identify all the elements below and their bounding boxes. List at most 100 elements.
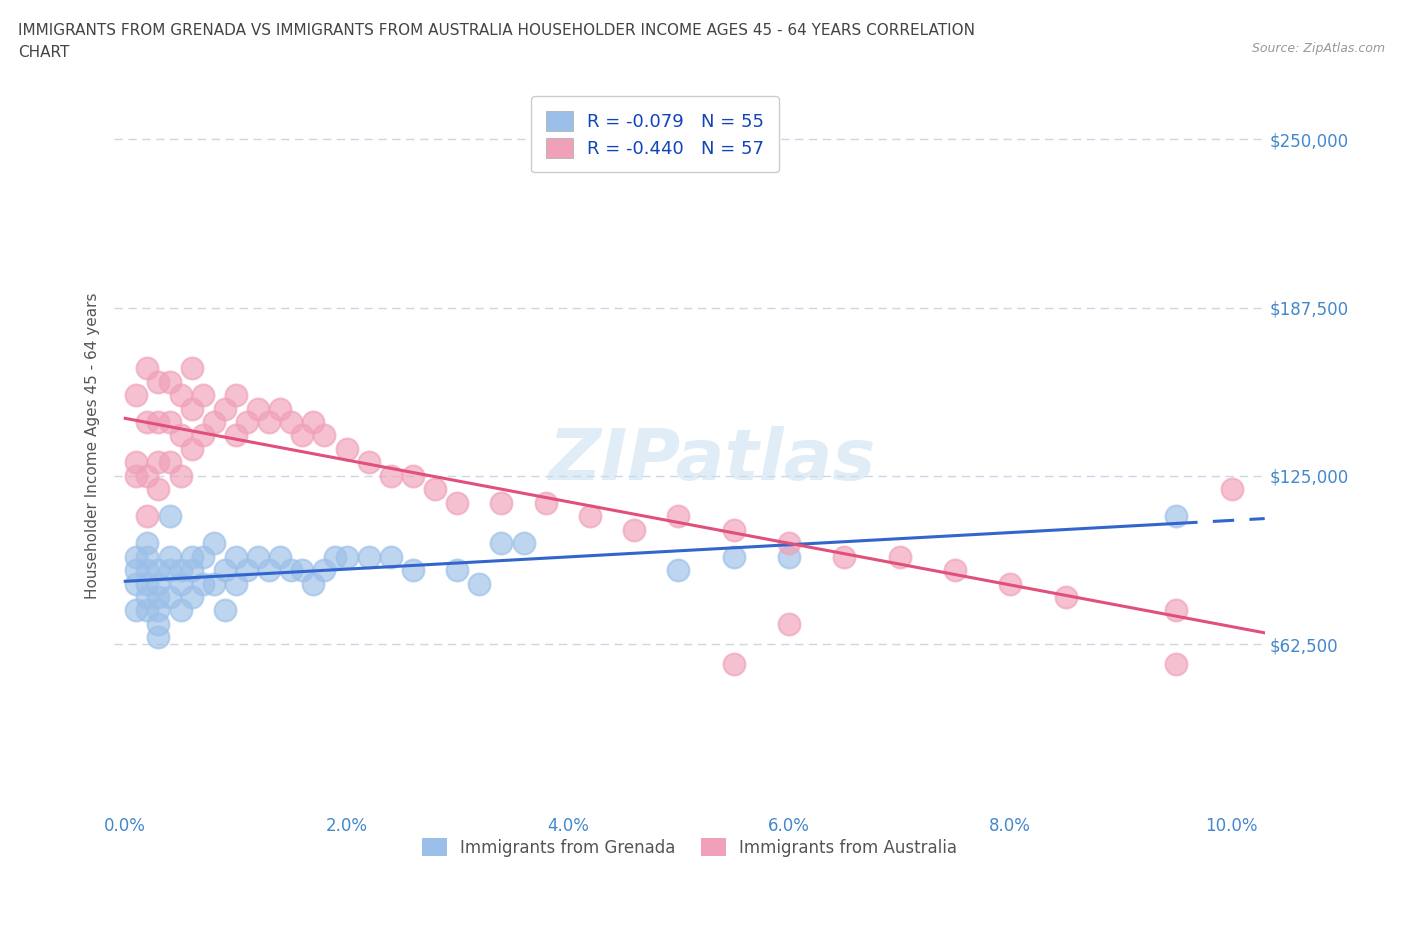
Point [778,550,800,565]
Point [148,576,170,591]
Point [169,469,191,484]
Point [214,603,236,618]
Point [423,482,446,497]
Point [180,401,202,416]
Point [291,563,314,578]
Point [236,415,259,430]
Point [136,469,159,484]
Point [148,617,170,631]
Point [169,603,191,618]
Point [148,415,170,430]
Point [269,401,291,416]
Point [180,361,202,376]
Point [136,415,159,430]
Point [1000,576,1022,591]
Point [125,563,148,578]
Point [314,563,336,578]
Point [125,455,148,470]
Point [136,509,159,524]
Y-axis label: Householder Income Ages 45 - 64 years: Householder Income Ages 45 - 64 years [86,293,100,600]
Point [136,361,159,376]
Point [136,576,159,591]
Point [666,563,689,578]
Point [125,469,148,484]
Point [202,536,225,551]
Point [169,563,191,578]
Point [257,563,280,578]
Point [136,603,159,618]
Point [834,550,856,565]
Point [125,550,148,565]
Point [335,550,357,565]
Point [257,415,280,430]
Point [191,428,214,443]
Point [136,550,159,565]
Point [236,563,259,578]
Point [302,576,325,591]
Point [579,509,602,524]
Point [159,415,181,430]
Point [159,563,181,578]
Text: IMMIGRANTS FROM GRENADA VS IMMIGRANTS FROM AUSTRALIA HOUSEHOLDER INCOME AGES 45 : IMMIGRANTS FROM GRENADA VS IMMIGRANTS FR… [18,23,976,38]
Point [723,550,745,565]
Point [191,550,214,565]
Point [225,550,247,565]
Point [314,428,336,443]
Point [159,374,181,389]
Point [325,550,347,565]
Point [357,550,380,565]
Point [666,509,689,524]
Point [623,523,645,538]
Point [269,550,291,565]
Point [148,455,170,470]
Point [402,563,425,578]
Point [247,550,270,565]
Point [159,455,181,470]
Point [402,469,425,484]
Point [202,415,225,430]
Point [214,401,236,416]
Point [512,536,534,551]
Point [180,442,202,457]
Point [1166,603,1188,618]
Point [380,469,402,484]
Point [148,603,170,618]
Point [180,550,202,565]
Point [446,563,468,578]
Point [889,550,911,565]
Point [148,482,170,497]
Point [291,428,314,443]
Point [136,590,159,604]
Point [180,590,202,604]
Text: ZIPatlas: ZIPatlas [548,426,876,496]
Point [159,550,181,565]
Point [247,401,270,416]
Point [302,415,325,430]
Point [191,388,214,403]
Point [169,388,191,403]
Point [225,576,247,591]
Point [125,576,148,591]
Point [148,590,170,604]
Point [159,509,181,524]
Point [446,496,468,511]
Point [1166,657,1188,671]
Text: CHART: CHART [18,45,70,60]
Point [468,576,491,591]
Point [723,657,745,671]
Point [125,603,148,618]
Point [125,388,148,403]
Point [214,563,236,578]
Legend: Immigrants from Grenada, Immigrants from Australia: Immigrants from Grenada, Immigrants from… [409,825,970,870]
Point [491,496,513,511]
Point [159,590,181,604]
Point [180,563,202,578]
Point [1220,482,1243,497]
Point [191,576,214,591]
Point [1054,590,1077,604]
Point [202,576,225,591]
Point [148,630,170,644]
Point [943,563,966,578]
Point [357,455,380,470]
Point [169,576,191,591]
